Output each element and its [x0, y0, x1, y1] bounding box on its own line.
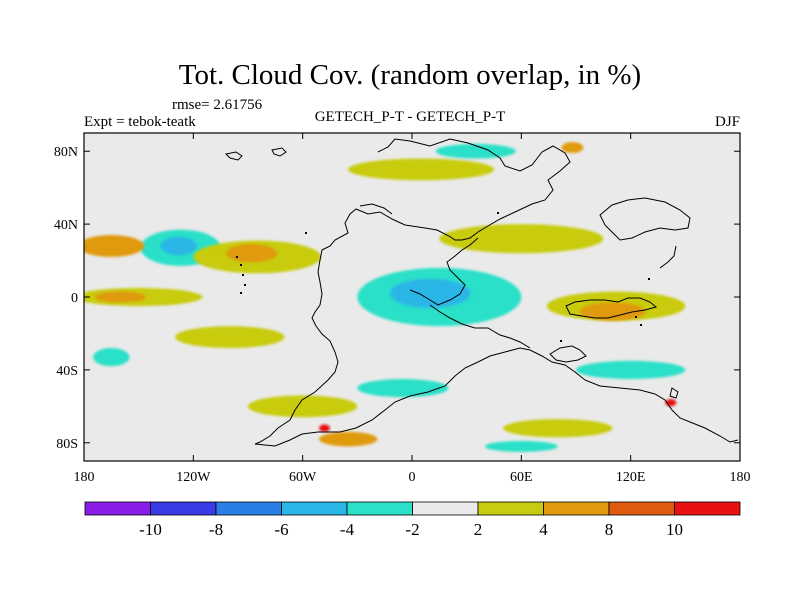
- island-dot: [560, 340, 562, 342]
- anomaly-region: [226, 244, 278, 263]
- colorbar-swatch: [477, 501, 544, 516]
- x-tick-label: 180: [74, 470, 95, 485]
- rmse-label: rmse= 2.61756: [172, 97, 263, 113]
- island-dot: [648, 278, 650, 280]
- colorbar-swatch: [281, 501, 348, 516]
- island-dot: [635, 316, 637, 318]
- island-dot: [240, 292, 242, 294]
- coastline-greenland: [224, 151, 243, 161]
- y-tick-label: 80S: [56, 437, 78, 452]
- coastline-north-laurasia: [359, 203, 393, 215]
- x-tick-label: 0: [409, 470, 416, 485]
- anomaly-region: [319, 431, 378, 447]
- anomaly-region: [503, 419, 613, 438]
- colorbar: -10 -8 -6 -4 -2 2 4 8 10: [84, 501, 741, 539]
- coastline-gondwana: [254, 347, 739, 447]
- anomaly-region: [561, 142, 584, 154]
- y-tick-label: 80N: [54, 145, 78, 160]
- colorbar-label: -6: [274, 520, 288, 539]
- island-dot: [305, 232, 307, 234]
- coastline-south-island: [669, 387, 679, 399]
- colorbar-swatch: [84, 501, 151, 516]
- y-tick-label: 40S: [56, 364, 78, 379]
- anomaly-region: [484, 440, 558, 452]
- anomaly-region: [319, 424, 330, 432]
- colorbar-label: 10: [666, 520, 683, 539]
- colorbar-label: 4: [539, 520, 548, 539]
- colorbar-swatch: [543, 501, 610, 516]
- experiment-label: Expt = tebok-teatk: [84, 114, 196, 130]
- island-dot: [236, 256, 238, 258]
- colorbar-swatch: [412, 501, 479, 516]
- colorbar-swatch: [608, 501, 675, 516]
- coastline-arctic-isle: [271, 147, 287, 157]
- colorbar-swatch: [346, 501, 413, 516]
- x-tick-label: 120W: [176, 470, 211, 485]
- colorbar-label: -10: [139, 520, 162, 539]
- anomaly-region: [160, 236, 197, 256]
- island-dot: [244, 284, 246, 286]
- anomaly-region: [576, 360, 686, 379]
- season-label: DJF: [715, 114, 740, 130]
- chart-title: Tot. Cloud Cov. (random overlap, in %): [179, 59, 641, 91]
- anomaly-region: [175, 326, 285, 349]
- anomaly-regions: [84, 142, 686, 452]
- y-tick-label: 0: [71, 291, 78, 306]
- anomaly-region: [439, 224, 604, 254]
- anomaly-region: [357, 379, 449, 398]
- x-tick-label: 60W: [289, 470, 317, 485]
- dataset-label: GETECH_P-T - GETECH_P-T: [315, 109, 506, 125]
- anomaly-region: [390, 278, 471, 308]
- colorbar-label: 8: [605, 520, 614, 539]
- colorbar-swatch: [215, 501, 282, 516]
- colorbar-swatch: [674, 501, 741, 516]
- anomaly-region: [93, 348, 130, 367]
- island-dot: [242, 274, 244, 276]
- coastline-australia: [549, 345, 587, 363]
- colorbar-label: -8: [209, 520, 223, 539]
- colorbar-label: -4: [340, 520, 355, 539]
- x-tick-label: 180: [730, 470, 751, 485]
- anomaly-region: [247, 395, 358, 418]
- x-tick-label: 120E: [616, 470, 646, 485]
- y-tick-label: 40N: [54, 218, 78, 233]
- island-dot: [240, 264, 242, 266]
- anomaly-region: [348, 158, 494, 181]
- colorbar-label: -2: [405, 520, 419, 539]
- coastline-east-tethys: [659, 245, 677, 269]
- anomaly-region: [579, 302, 646, 321]
- coastline-india: [565, 297, 658, 319]
- island-markers: [236, 212, 650, 342]
- anomaly-region: [94, 291, 146, 303]
- coastline-africa-north: [409, 237, 479, 306]
- x-tick-label: 60E: [510, 470, 533, 485]
- colorbar-swatch: [150, 501, 217, 516]
- island-dot: [640, 324, 642, 326]
- y-axis: 80N 40N 0 40S 80S: [54, 145, 740, 452]
- coastline-africa-east: [429, 304, 531, 349]
- colorbar-label: 2: [474, 520, 483, 539]
- x-axis: 180 120W 60W 0 60E 120E 180: [74, 133, 751, 485]
- anomaly-region: [84, 235, 145, 257]
- coastline-siberia: [599, 197, 691, 241]
- paleo-coastlines: [224, 138, 739, 447]
- island-dot: [497, 212, 499, 214]
- coastline-laurasia: [254, 138, 571, 445]
